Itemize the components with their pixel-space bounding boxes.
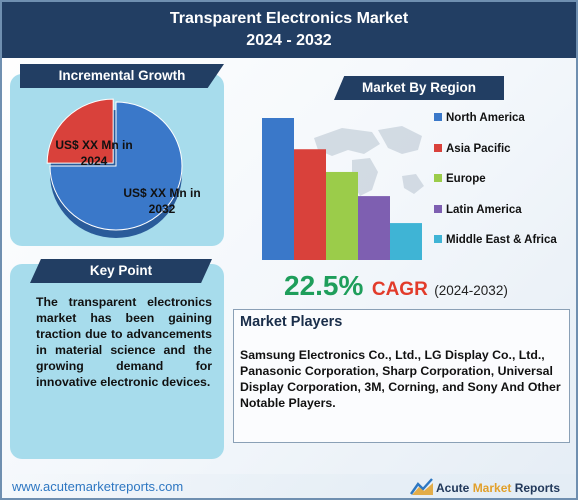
market-players-title: Market Players	[240, 314, 343, 330]
bar-north-america	[262, 118, 294, 260]
cagr-value: 22.5%	[284, 270, 364, 301]
bar-middle-east-africa	[390, 223, 422, 260]
market-players-panel	[233, 309, 570, 443]
page-subtitle: 2024 - 2032	[246, 32, 332, 49]
incremental-growth-title: Incremental Growth	[58, 68, 186, 83]
growth-pie-chart	[46, 98, 183, 238]
key-point-panel	[10, 264, 224, 459]
footer-band	[2, 474, 576, 498]
legend-label: Latin America	[446, 203, 522, 216]
cagr-period: (2024-2032)	[434, 283, 508, 298]
legend-label: Asia Pacific	[446, 142, 511, 155]
logo-text: Acute Market Reports	[436, 481, 561, 495]
world-map-graphic	[312, 126, 424, 202]
legend-item: Middle East & Africa	[434, 233, 557, 247]
pie-slice-2024	[46, 98, 114, 164]
legend-swatch	[434, 174, 442, 182]
legend-swatch	[434, 143, 442, 152]
key-point-title: Key Point	[89, 263, 153, 278]
header-banner: Transparent Electronics Market 2024 - 20…	[2, 2, 576, 58]
footer-url-link[interactable]: www.acutemarketreports.com	[12, 479, 184, 494]
legend-label: Europe	[446, 173, 486, 185]
cagr-label: CAGR	[371, 279, 428, 300]
pie-slice-2032	[49, 101, 183, 231]
legend-swatch	[434, 113, 442, 121]
bar-asia-pacific	[294, 149, 326, 260]
market-players-text: Samsung Electronics Co., Ltd., LG Displa…	[240, 348, 561, 410]
market-by-region-title: Market By Region	[361, 80, 477, 95]
market-by-region-banner: Market By Region	[334, 76, 504, 100]
legend-item: North America	[434, 111, 525, 125]
legend-item: Europe	[434, 172, 486, 186]
logo-chart-icon	[410, 478, 433, 495]
company-logo: Acute Market Reports	[410, 478, 576, 498]
legend-item: Asia Pacific	[434, 142, 511, 156]
region-bar-chart	[262, 118, 424, 260]
pie-label-2024: US$ XX Mn in 2024	[55, 138, 133, 168]
bar-europe	[326, 171, 358, 260]
page-title: Transparent Electronics Market	[169, 10, 409, 27]
cagr-row: 22.5% CAGR (2024-2032)	[284, 270, 524, 302]
legend-label: North America	[446, 112, 525, 124]
incremental-growth-banner: Incremental Growth	[20, 64, 224, 88]
legend-swatch	[434, 204, 442, 213]
key-point-banner: Key Point	[30, 259, 212, 283]
legend-label: Middle East & Africa	[446, 234, 557, 246]
pie-label-2032: US$ XX Mn in 2032	[123, 186, 201, 216]
legend-swatch	[434, 235, 442, 243]
key-point-text: The transparent electronics market has b…	[36, 295, 212, 389]
bar-latin-america	[358, 196, 390, 260]
legend-item: Latin America	[434, 203, 522, 217]
